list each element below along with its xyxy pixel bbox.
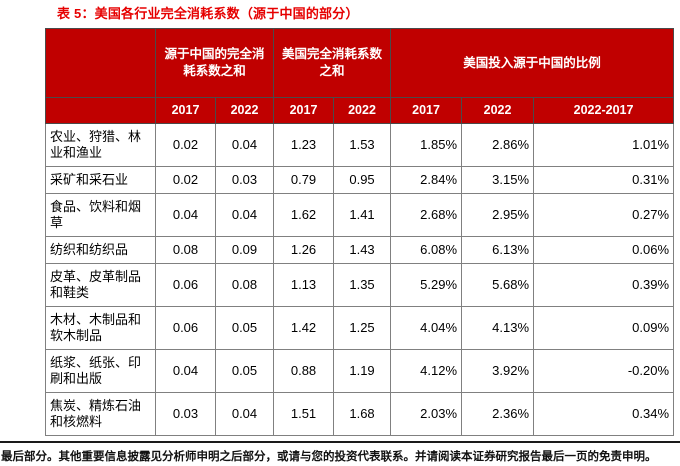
cell-value: 0.04	[214, 123, 275, 167]
cell-value: 0.08	[214, 263, 275, 307]
header-group-us-coefficient: 美国完全消耗系数之和	[273, 28, 392, 98]
cell-value: 0.08	[155, 236, 216, 264]
cell-value: 4.13%	[461, 306, 535, 350]
cell-value: 1.51	[273, 392, 335, 436]
cell-value: 0.04	[214, 392, 275, 436]
industry-name: 采矿和采石业	[45, 166, 156, 194]
header-group-row: 源于中国的完全消耗系数之和 美国完全消耗系数之和 美国投入源于中国的比例	[45, 28, 675, 98]
cell-value: 2.95%	[461, 193, 535, 237]
cell-value: 3.92%	[461, 349, 535, 393]
header-year-row: 2017 2022 2017 2022 2017 2022 2022-2017	[45, 97, 675, 124]
cell-value: 0.79	[273, 166, 335, 194]
header-industry-blank	[45, 28, 156, 98]
subheader-2022-c: 2022	[461, 97, 535, 124]
cell-value: 2.84%	[390, 166, 463, 194]
cell-value: 2.68%	[390, 193, 463, 237]
cell-value: 0.04	[214, 193, 275, 237]
cell-value: 1.68	[333, 392, 392, 436]
cell-value: 5.68%	[461, 263, 535, 307]
cell-value: 1.13	[273, 263, 335, 307]
footer-divider	[0, 441, 680, 443]
cell-value: 0.34%	[533, 392, 675, 436]
cell-value: 0.09	[214, 236, 275, 264]
cell-value: 1.01%	[533, 123, 675, 167]
cell-value: 0.06	[155, 306, 216, 350]
industry-name: 农业、狩猎、林业和渔业	[45, 123, 156, 167]
cell-value: 1.62	[273, 193, 335, 237]
table-row: 皮革、皮革制品和鞋类 0.06 0.08 1.13 1.35 5.29% 5.6…	[45, 263, 675, 307]
disclaimer-text: 最后部分。其他重要信息披露见分析师申明之后部分，或请与您的投资代表联系。并请阅读…	[1, 451, 657, 463]
cell-value: 4.12%	[390, 349, 463, 393]
cell-value: 0.06%	[533, 236, 675, 264]
industry-name: 焦炭、精炼石油和核燃料	[45, 392, 156, 436]
subheader-2022-a: 2022	[214, 97, 275, 124]
cell-value: -0.20%	[533, 349, 675, 393]
cell-value: 0.06	[155, 263, 216, 307]
cell-value: 1.25	[333, 306, 392, 350]
subheader-2022-b: 2022	[333, 97, 392, 124]
table-row: 食品、饮料和烟草 0.04 0.04 1.62 1.41 2.68% 2.95%…	[45, 193, 675, 237]
cell-value: 5.29%	[390, 263, 463, 307]
cell-value: 2.36%	[461, 392, 535, 436]
industry-name: 纸浆、纸张、印刷和出版	[45, 349, 156, 393]
cell-value: 4.04%	[390, 306, 463, 350]
cell-value: 0.02	[155, 123, 216, 167]
cell-value: 0.39%	[533, 263, 675, 307]
cell-value: 1.35	[333, 263, 392, 307]
table-row: 纸浆、纸张、印刷和出版 0.04 0.05 0.88 1.19 4.12% 3.…	[45, 349, 675, 393]
cell-value: 0.88	[273, 349, 335, 393]
cell-value: 1.23	[273, 123, 335, 167]
cell-value: 2.86%	[461, 123, 535, 167]
header-group-us-input-ratio: 美国投入源于中国的比例	[390, 28, 675, 98]
cell-value: 0.95	[333, 166, 392, 194]
table-row: 焦炭、精炼石油和核燃料 0.03 0.04 1.51 1.68 2.03% 2.…	[45, 392, 675, 436]
cell-value: 1.85%	[390, 123, 463, 167]
header-group-china-coefficient: 源于中国的完全消耗系数之和	[154, 28, 275, 98]
subheader-2022-minus-2017: 2022-2017	[533, 97, 675, 124]
cell-value: 1.19	[333, 349, 392, 393]
subheader-2017-b: 2017	[273, 97, 335, 124]
cell-value: 0.31%	[533, 166, 675, 194]
cell-value: 6.13%	[461, 236, 535, 264]
table-row: 纺织和纺织品 0.08 0.09 1.26 1.43 6.08% 6.13% 0…	[45, 236, 675, 264]
industry-name: 木材、木制品和软木制品	[45, 306, 156, 350]
cell-value: 0.09%	[533, 306, 675, 350]
table-row: 采矿和采石业 0.02 0.03 0.79 0.95 2.84% 3.15% 0…	[45, 166, 675, 194]
industry-name: 纺织和纺织品	[45, 236, 156, 264]
cell-value: 0.02	[155, 166, 216, 194]
cell-value: 0.04	[155, 193, 216, 237]
cell-value: 1.26	[273, 236, 335, 264]
cell-value: 0.27%	[533, 193, 675, 237]
cell-value: 1.43	[333, 236, 392, 264]
subheader-blank	[45, 97, 156, 124]
cell-value: 0.03	[214, 166, 275, 194]
cell-value: 0.03	[155, 392, 216, 436]
cell-value: 0.04	[155, 349, 216, 393]
cell-value: 6.08%	[390, 236, 463, 264]
table-title: 表 5：美国各行业完全消耗系数（源于中国的部分）	[57, 6, 359, 21]
table-row: 木材、木制品和软木制品 0.06 0.05 1.42 1.25 4.04% 4.…	[45, 306, 675, 350]
industry-name: 皮革、皮革制品和鞋类	[45, 263, 156, 307]
cell-value: 1.42	[273, 306, 335, 350]
cell-value: 0.05	[214, 306, 275, 350]
cell-value: 3.15%	[461, 166, 535, 194]
table-row: 农业、狩猎、林业和渔业 0.02 0.04 1.23 1.53 1.85% 2.…	[45, 123, 675, 167]
cell-value: 2.03%	[390, 392, 463, 436]
industry-name: 食品、饮料和烟草	[45, 193, 156, 237]
cell-value: 1.53	[333, 123, 392, 167]
cell-value: 0.05	[214, 349, 275, 393]
consumption-coefficient-table: 源于中国的完全消耗系数之和 美国完全消耗系数之和 美国投入源于中国的比例 201…	[45, 28, 675, 436]
subheader-2017-c: 2017	[390, 97, 463, 124]
subheader-2017-a: 2017	[155, 97, 216, 124]
cell-value: 1.41	[333, 193, 392, 237]
